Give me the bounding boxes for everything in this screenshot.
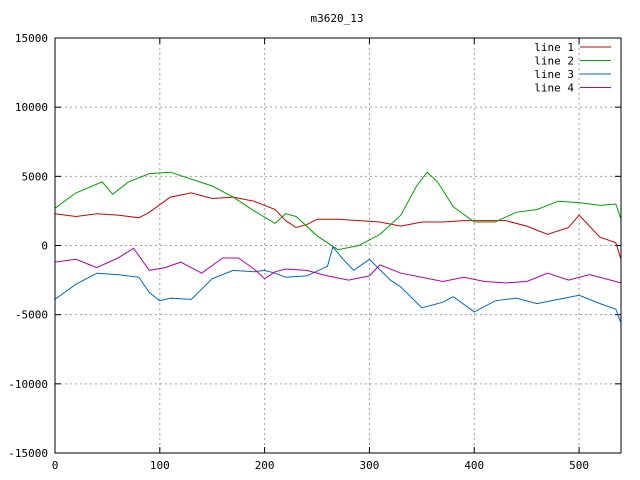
grid bbox=[55, 38, 621, 453]
legend-label-4: line 4 bbox=[534, 82, 574, 95]
x-tick-label: 100 bbox=[150, 459, 170, 472]
x-tick-label: 0 bbox=[52, 459, 59, 472]
series-line-1 bbox=[54, 192, 622, 260]
x-tick-label: 200 bbox=[255, 459, 275, 472]
legend-label-1: line 1 bbox=[534, 41, 574, 54]
x-tick-label: 400 bbox=[464, 459, 484, 472]
y-tick-label: 0 bbox=[41, 240, 48, 253]
series-lines bbox=[54, 171, 622, 324]
chart-title: m3620_13 bbox=[311, 12, 364, 25]
plot-frame bbox=[54, 37, 622, 454]
series-line-3 bbox=[54, 245, 622, 324]
y-tick-label: -5000 bbox=[15, 309, 48, 322]
y-tick-label: -15000 bbox=[8, 447, 48, 460]
x-tick-label: 500 bbox=[569, 459, 589, 472]
y-tick-label: 10000 bbox=[15, 101, 48, 114]
series-line-4 bbox=[54, 247, 622, 284]
y-tick-label: 15000 bbox=[15, 32, 48, 45]
legend-label-2: line 2 bbox=[534, 55, 574, 68]
y-tick-label: 5000 bbox=[22, 170, 49, 183]
legend-label-3: line 3 bbox=[534, 68, 574, 81]
axis-ticks: 0 100 200 300 400 500 -15000 -10000 -5000 0 5000 10… bbox=[8, 32, 621, 472]
y-tick-label: -10000 bbox=[8, 378, 48, 391]
series-line-2 bbox=[54, 171, 622, 251]
x-tick-label: 300 bbox=[360, 459, 380, 472]
